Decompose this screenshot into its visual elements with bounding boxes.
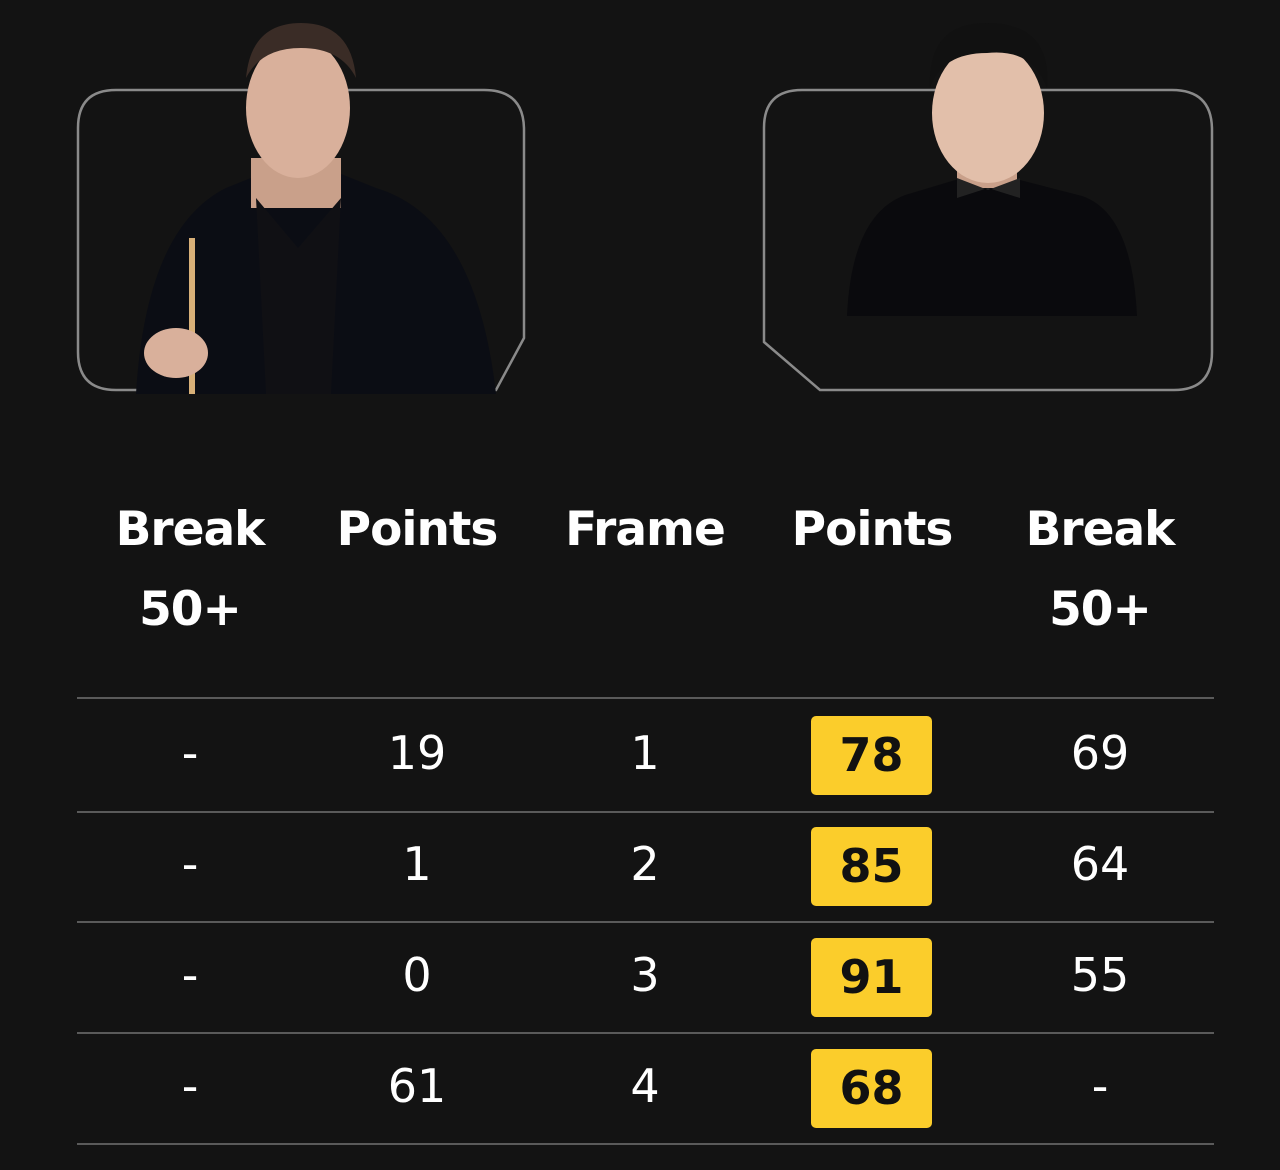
winning-points-badge: 68: [811, 1049, 932, 1128]
cell-right-break: 64: [1070, 837, 1130, 891]
header-left-points: Points: [336, 502, 499, 557]
header-text: 50+: [139, 582, 242, 637]
row-divider: [77, 1032, 1214, 1034]
player-photo-right: [847, 23, 1137, 316]
cell-left-break: -: [181, 726, 199, 780]
card-outline: [76, 88, 526, 392]
row-divider: [77, 697, 1214, 699]
cell-frame: 3: [630, 948, 660, 1002]
cell-left-break: -: [181, 948, 199, 1002]
winning-points-badge: 78: [811, 716, 932, 795]
player-card-left: [76, 23, 528, 394]
cell-right-break: -: [1091, 1059, 1109, 1113]
winning-points-badge: 91: [811, 938, 932, 1017]
cell-frame: 4: [630, 1059, 660, 1113]
row-divider: [77, 811, 1214, 813]
row-divider: [77, 921, 1214, 923]
cell-frame: 1: [630, 726, 660, 780]
cell-left-break: -: [181, 1059, 199, 1113]
cell-left-points: 61: [387, 1059, 447, 1113]
cell-left-points: 1: [402, 837, 432, 891]
card-outline: [762, 88, 1214, 392]
header-text: Break: [115, 502, 266, 557]
header-right-points: Points: [791, 502, 954, 557]
cell-left-points: 0: [402, 948, 432, 1002]
winning-points-badge: 85: [811, 827, 932, 906]
cell-right-break: 69: [1070, 726, 1130, 780]
cell-left-points: 19: [387, 726, 447, 780]
header-left-break: Break 50+: [90, 490, 290, 650]
player-card-right: [762, 23, 1214, 394]
player-photo-left: [136, 23, 496, 394]
cell-left-break: -: [181, 837, 199, 891]
row-divider: [77, 1143, 1214, 1145]
header-frame: Frame: [565, 502, 726, 557]
cell-right-break: 55: [1070, 948, 1130, 1002]
cell-frame: 2: [630, 837, 660, 891]
header-text: Break: [1025, 502, 1176, 557]
header-right-break: Break 50+: [1000, 490, 1200, 650]
header-text: 50+: [1049, 582, 1152, 637]
